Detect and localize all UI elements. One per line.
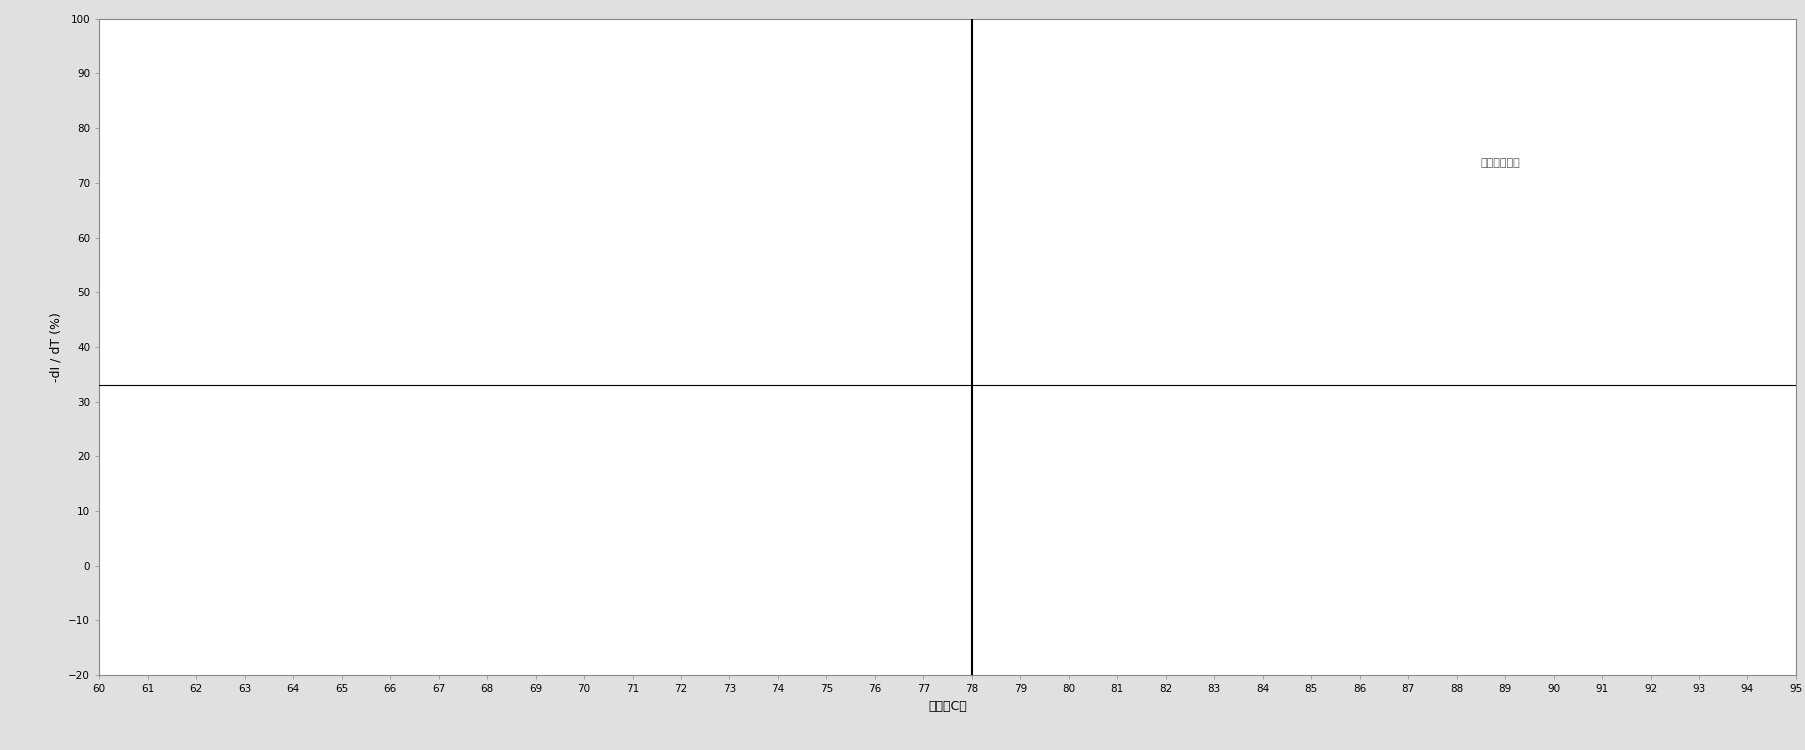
X-axis label: 温度（C）: 温度（C） [928, 700, 967, 712]
Text: 无扩增单峰正: 无扩增单峰正 [1480, 158, 1520, 169]
Y-axis label: -dI / dT (%): -dI / dT (%) [51, 312, 63, 382]
